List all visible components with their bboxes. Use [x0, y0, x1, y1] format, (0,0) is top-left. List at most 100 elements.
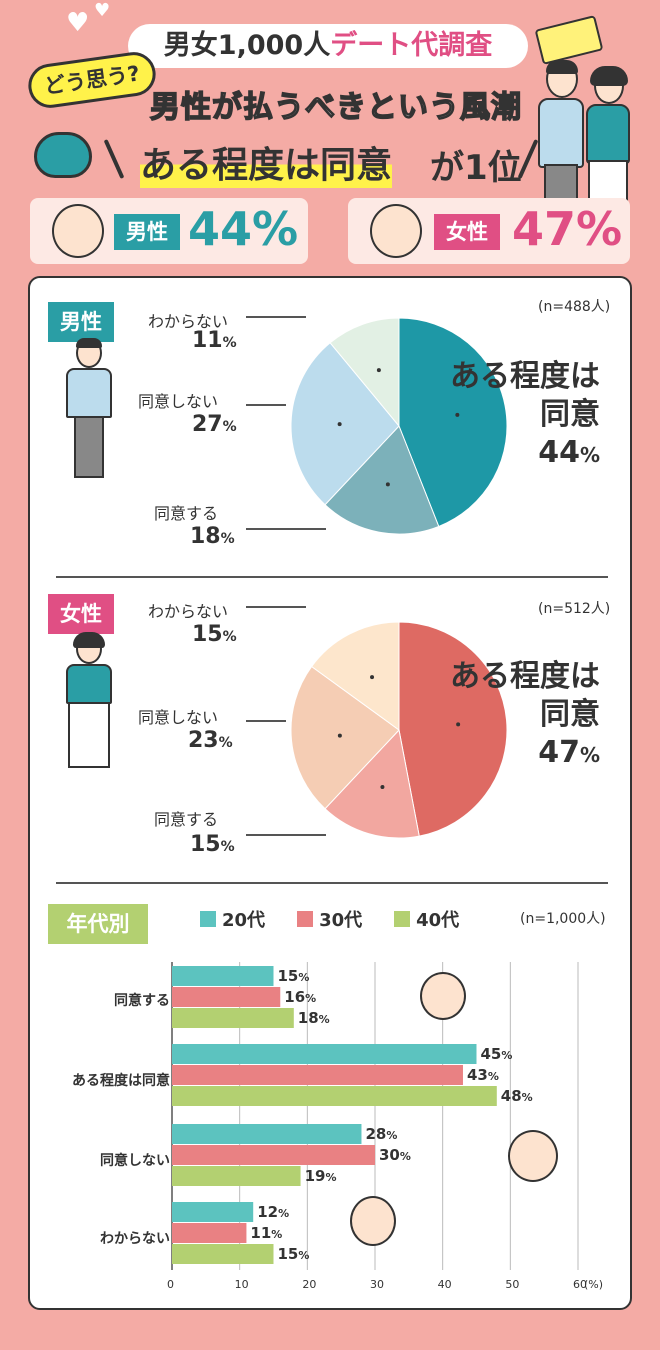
woman-unknown-value: 15%: [192, 622, 237, 647]
pie-slice: [398, 317, 508, 528]
category-label: 同意しない: [100, 1153, 170, 1169]
slice-marker: [370, 675, 375, 680]
legend-item: 40代: [394, 906, 459, 932]
question-bubble: どう思う?: [25, 49, 159, 111]
leader-line: [246, 316, 306, 318]
bar: [172, 966, 274, 986]
pie-slice: [324, 425, 440, 535]
woman-tag: 女性: [434, 214, 500, 250]
leader-line: [246, 606, 306, 608]
bar: [172, 1008, 294, 1028]
money-bills-icon: [534, 15, 604, 65]
man-agree-value: 18%: [190, 524, 235, 549]
man-agree-label: 同意する: [154, 504, 219, 523]
section-woman: 女性: [48, 594, 114, 634]
bar-value-label: 28%: [365, 1125, 398, 1143]
subtitle: 男性が払うべきという風潮: [149, 89, 522, 126]
heart-icon: ♥: [66, 8, 90, 38]
heart-icon: ♥: [94, 0, 111, 21]
page-title: 男女1,000人デート代調査: [128, 24, 528, 68]
woman-face-icon: [508, 1130, 558, 1182]
bar-value-label: 19%: [304, 1167, 337, 1185]
bar: [172, 1244, 274, 1264]
woman-agree-value: 15%: [190, 832, 235, 857]
n-man: (n=488人): [538, 299, 611, 315]
woman-value: 47%: [512, 202, 623, 256]
bar: [172, 1065, 463, 1085]
man-face-icon: [52, 204, 104, 258]
category-label: ある程度は同意: [72, 1073, 170, 1089]
n-woman: (n=512人): [538, 601, 611, 617]
man-disagree-value: 27%: [192, 412, 237, 437]
bar-value-label: 15%: [277, 967, 310, 985]
bar-value-label: 30%: [379, 1146, 411, 1164]
man-value: 44%: [188, 202, 299, 256]
bar: [172, 1044, 477, 1064]
n-age: (n=1,000人): [520, 911, 606, 927]
pie-chart-woman: [290, 621, 508, 839]
slice-marker: [337, 733, 342, 738]
section-divider: [56, 882, 608, 884]
man-disagree-label: 同意しない: [138, 392, 219, 411]
leader-line: [246, 720, 286, 722]
x-axis-unit: (%): [584, 1278, 604, 1291]
bar-value-label: 18%: [297, 1009, 330, 1027]
bar-value-label: 16%: [284, 988, 317, 1006]
rank-suffix: が1位: [430, 148, 522, 188]
slice-marker: [456, 722, 461, 727]
man-unknown-label: わからない: [148, 312, 229, 331]
slice-marker: [337, 422, 342, 427]
bar-value-label: 48%: [500, 1087, 533, 1105]
woman-disagree-value: 23%: [188, 728, 233, 753]
section-man: 男性: [48, 302, 114, 342]
x-tick-label: 30: [370, 1278, 384, 1291]
chart-card: 男性 (n=488人) わからない 11% 同意しない 27% 同意する 18%…: [28, 276, 632, 1310]
bar-chart-age: [171, 962, 579, 1270]
pie-slice: [290, 342, 400, 506]
woman-agree-label: 同意する: [154, 810, 219, 829]
bar: [172, 987, 281, 1007]
bar-legend: 20代 30代 40代: [200, 906, 491, 932]
leader-line: [246, 834, 326, 836]
bar: [172, 1166, 301, 1186]
pie-chart-man: [290, 317, 508, 535]
pie-slice: [310, 621, 400, 731]
bar: [172, 1086, 497, 1106]
summary-man: 男性 44%: [30, 198, 308, 264]
slice-marker: [455, 412, 460, 417]
category-label: 同意する: [114, 993, 170, 1009]
pie-slice: [398, 621, 508, 837]
slash-decoration: [103, 139, 125, 179]
category-label: わからない: [100, 1231, 170, 1247]
pie-slice: [290, 665, 400, 810]
legend-item: 30代: [297, 906, 362, 932]
woman-face-icon: [420, 972, 466, 1020]
x-tick-label: 50: [505, 1278, 520, 1291]
man-tag: 男性: [114, 214, 180, 250]
legend-item: 20代: [200, 906, 265, 932]
bar: [172, 1223, 247, 1243]
pie-slice: [329, 317, 400, 428]
slice-marker: [380, 785, 385, 790]
woman-main-label: ある程度は 同意 47%: [450, 659, 600, 770]
man-main-label: ある程度は 同意 44%: [450, 359, 600, 470]
woman-unknown-label: わからない: [148, 602, 229, 621]
bar-value-label: 45%: [480, 1045, 513, 1063]
rank-main: ある程度は同意: [140, 136, 393, 188]
bar: [172, 1145, 375, 1165]
slice-marker: [385, 482, 390, 487]
x-tick-label: 40: [437, 1278, 452, 1291]
title-black: 男女1,000人: [163, 30, 331, 61]
slice-marker: [376, 368, 381, 373]
pie-slice: [324, 728, 420, 839]
header: ♥ ♥ 男女1,000人デート代調査 どう思う? 男性が払うべきという風潮 ある…: [0, 0, 660, 212]
section-age: 年代別: [48, 904, 148, 944]
leader-line: [246, 404, 286, 406]
man-unknown-value: 11%: [192, 328, 237, 353]
bar-value-label: 12%: [257, 1203, 290, 1221]
bar-value-label: 15%: [277, 1245, 310, 1263]
bar-value-label: 11%: [250, 1224, 283, 1242]
summary-woman: 女性 47%: [348, 198, 630, 264]
x-tick-label: 10: [234, 1278, 249, 1291]
man-face-icon: [350, 1196, 396, 1246]
